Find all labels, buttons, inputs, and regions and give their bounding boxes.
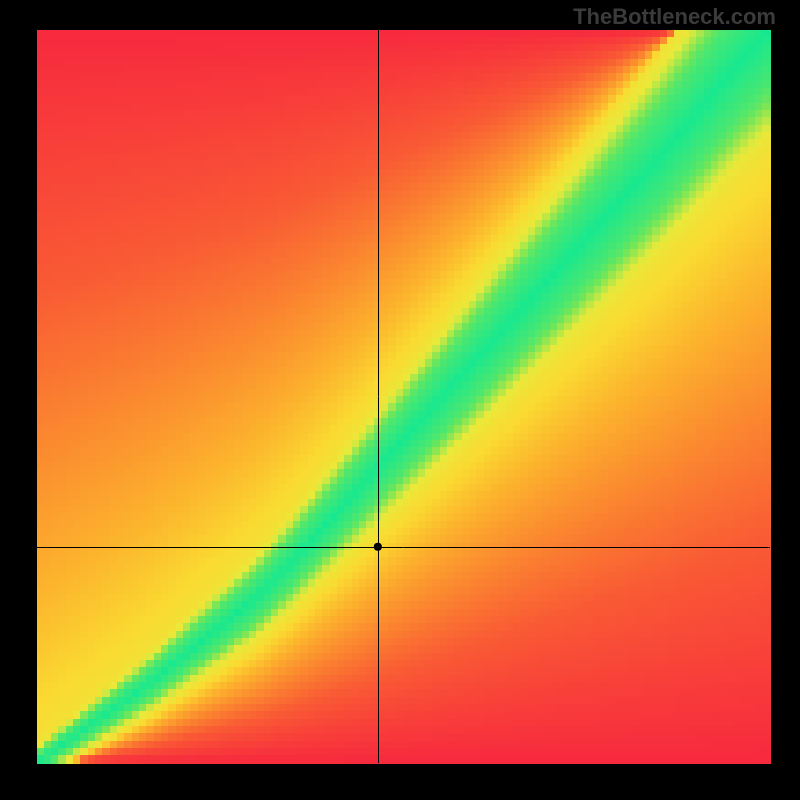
- watermark-text: TheBottleneck.com: [573, 4, 776, 30]
- bottleneck-heatmap: [0, 0, 800, 800]
- chart-container: TheBottleneck.com: [0, 0, 800, 800]
